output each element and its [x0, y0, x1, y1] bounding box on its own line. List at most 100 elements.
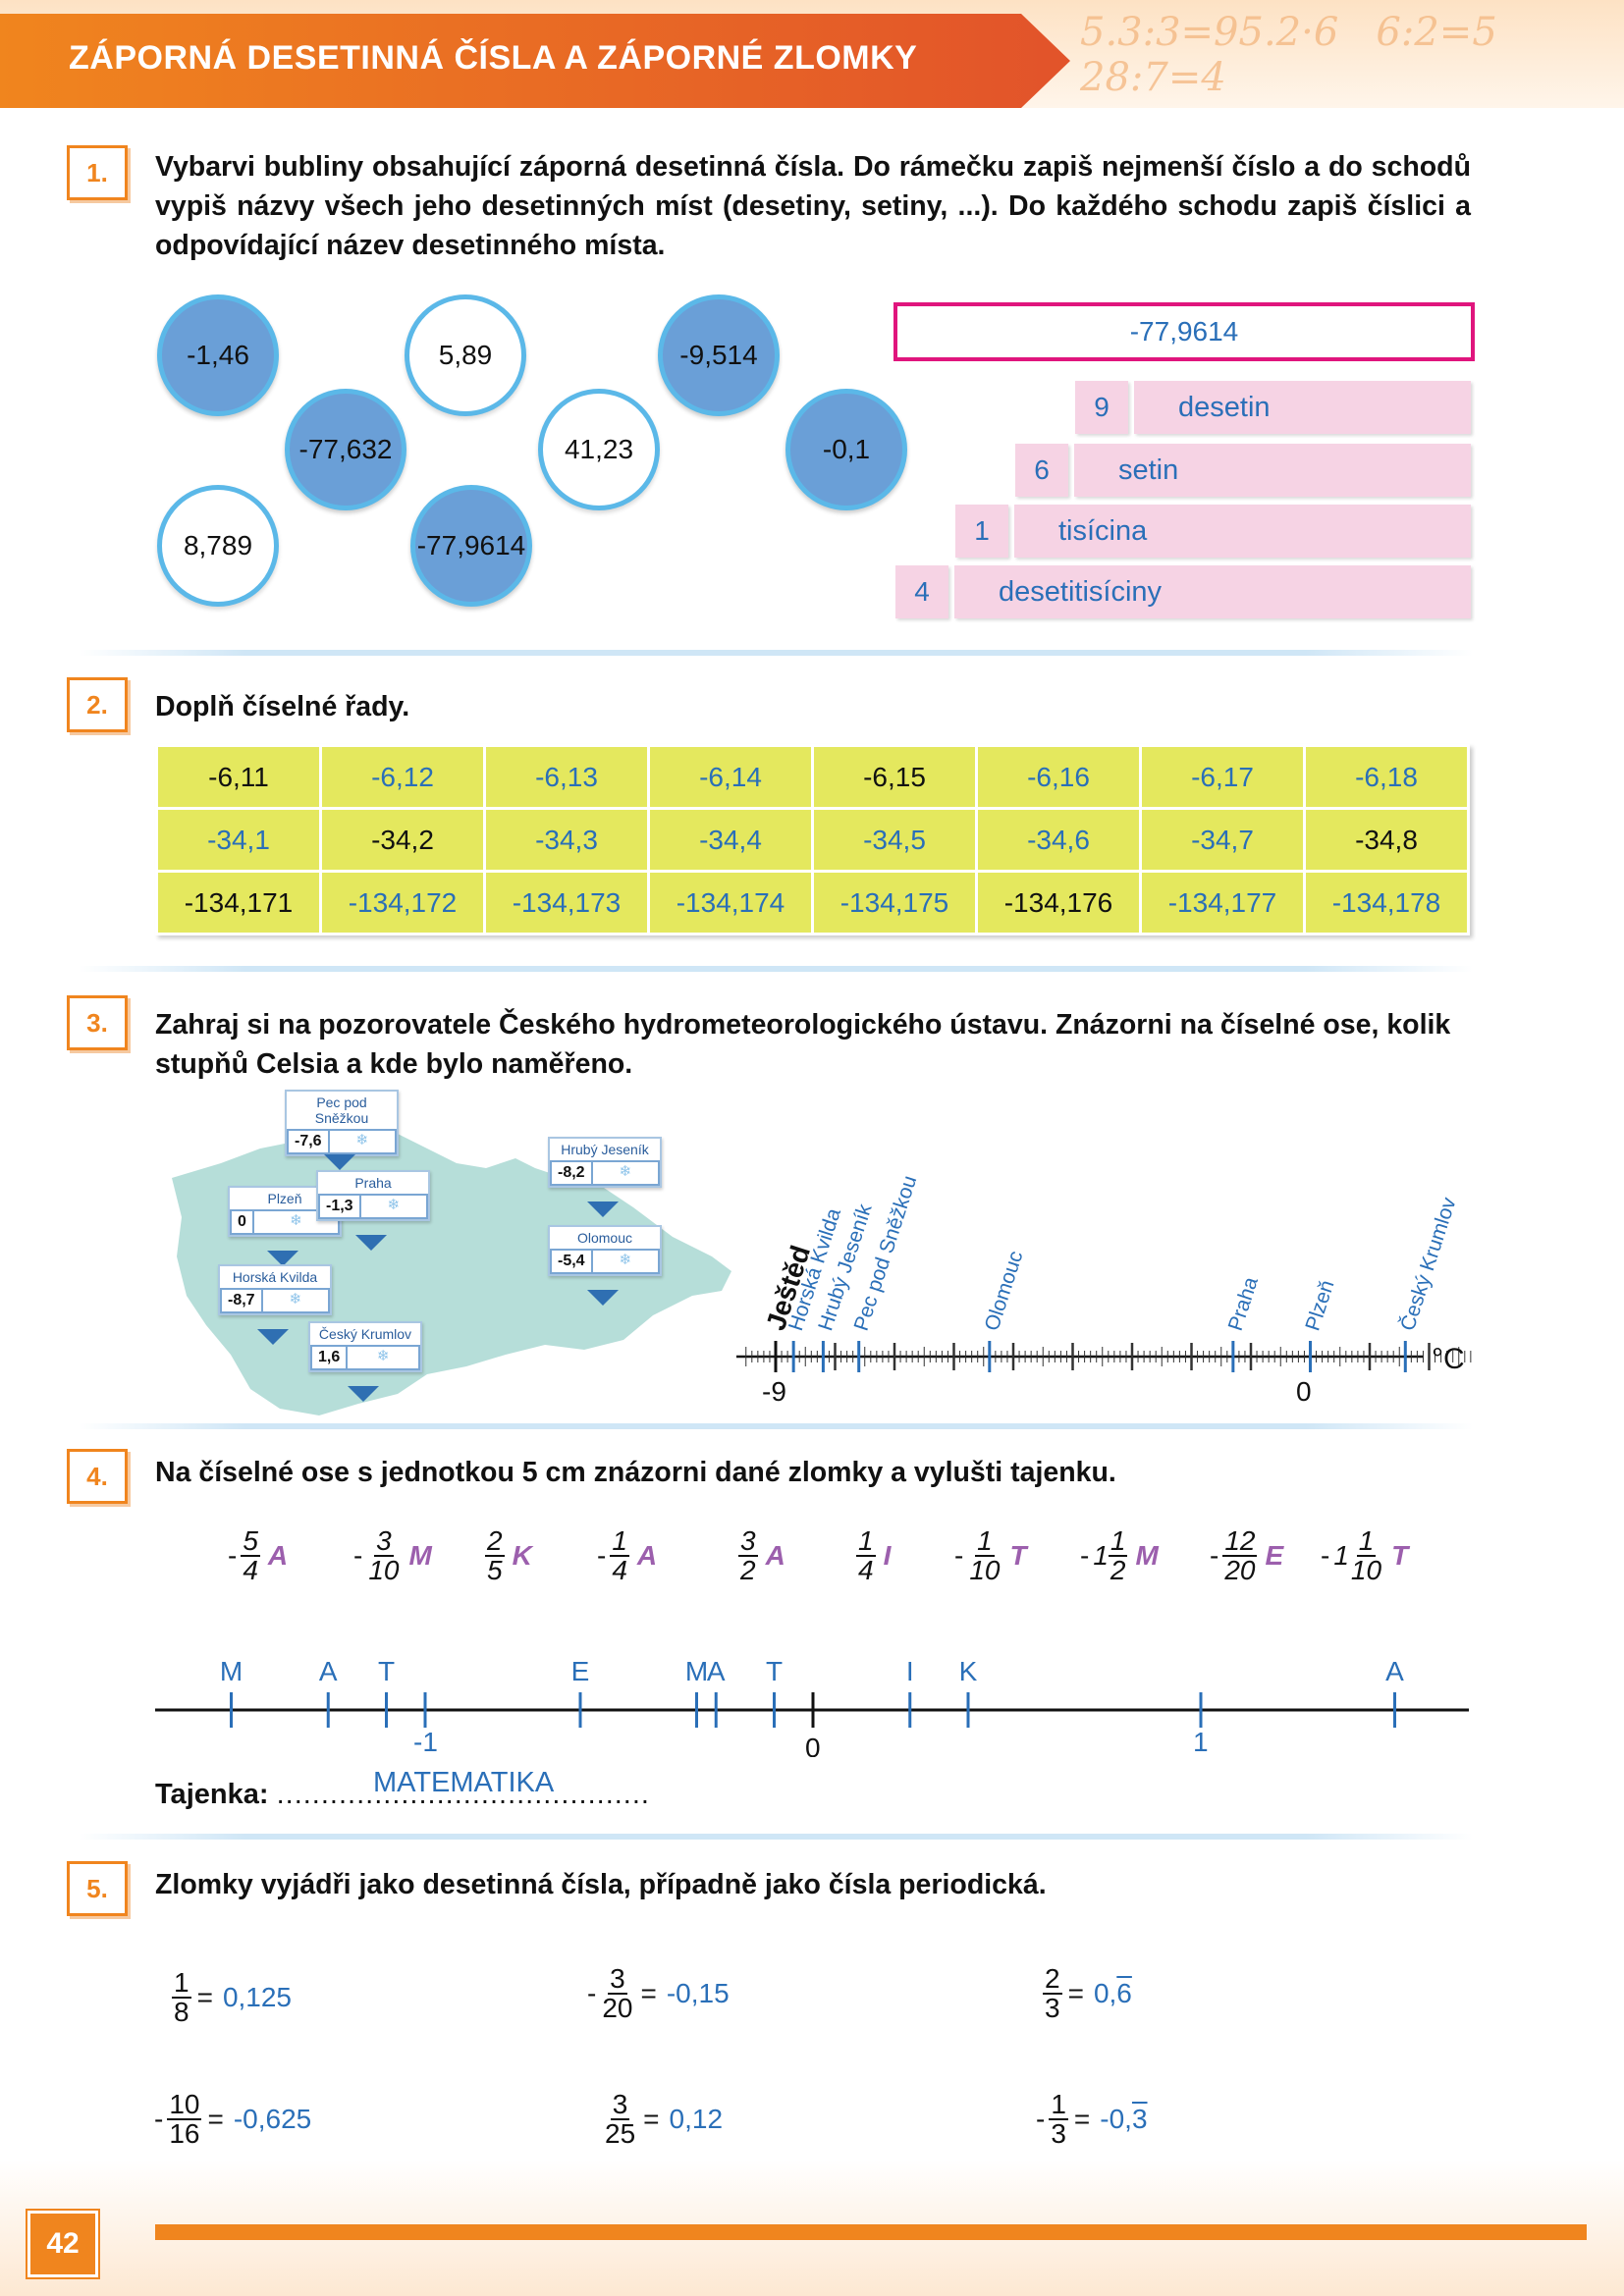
- snowflake-icon: ❄: [593, 1249, 660, 1274]
- table-cell: -34,5: [813, 809, 977, 872]
- fraction: 14: [610, 1527, 629, 1584]
- fraction: 110: [967, 1527, 1001, 1584]
- fraction-numerator: 1: [856, 1527, 876, 1557]
- axis-label-minus-nine: -9: [762, 1376, 786, 1408]
- pointer-arrow: [355, 1235, 387, 1251]
- fraction-item: 14I: [856, 1527, 891, 1584]
- temp-label: Praha: [1224, 1274, 1263, 1334]
- station-row: -8,7❄: [220, 1288, 330, 1313]
- fraction-numerator: 3: [738, 1527, 758, 1557]
- table-cell: -134,178: [1305, 872, 1469, 934]
- fraction-sign: -: [1210, 1540, 1218, 1572]
- fraction: 54: [241, 1527, 260, 1584]
- fraction-item: -54A: [228, 1527, 288, 1584]
- table-cell: -34,2: [321, 809, 485, 872]
- fraction-denominator: 4: [610, 1557, 629, 1584]
- fraction-denominator: 5: [485, 1557, 505, 1584]
- stair-name: tisícina: [1014, 505, 1471, 558]
- equation: 23 = 0,6: [1043, 1965, 1132, 2022]
- stair-name: setin: [1074, 444, 1471, 497]
- temp-label: Český Krumlov: [1396, 1195, 1461, 1334]
- fraction-denominator: 4: [856, 1557, 876, 1584]
- fraction-letter: M: [1135, 1540, 1158, 1572]
- station-name: Olomouc: [550, 1227, 660, 1249]
- equation: -320 = -0,15: [587, 1965, 730, 2022]
- task-instruction: Doplň číselné řady.: [155, 687, 409, 726]
- table-cell: -34,3: [485, 809, 649, 872]
- number-bubble: -0,1: [785, 389, 907, 510]
- fraction-denominator: 10: [1349, 1557, 1383, 1584]
- stair-digit: 6: [1015, 444, 1068, 497]
- station-card: Český Krumlov1,6❄: [308, 1321, 422, 1372]
- fraction-letter: E: [1265, 1540, 1283, 1572]
- table-cell: -134,172: [321, 872, 485, 934]
- fraction: 13: [1049, 2091, 1068, 2148]
- equation: 18 = 0,125: [172, 1969, 292, 2026]
- fraction-denominator: 20: [1222, 1557, 1257, 1584]
- fraction-numerator: 3: [611, 2091, 630, 2120]
- task-instruction: Zlomky vyjádři jako desetinná čísla, pří…: [155, 1865, 1047, 1904]
- fraction: 1220: [1222, 1527, 1257, 1584]
- station-temp: -8,2: [550, 1160, 593, 1186]
- fraction-sign: -: [154, 2104, 163, 2135]
- station-temp: -8,7: [220, 1288, 263, 1313]
- fraction: 325: [603, 2091, 637, 2148]
- station-name: Horská Kvilda: [220, 1266, 330, 1288]
- station-name: Český Krumlov: [310, 1323, 420, 1345]
- equation: -13 = -0,3: [1036, 2091, 1148, 2148]
- marker-letter: M: [220, 1656, 243, 1686]
- snowflake-icon: ❄: [593, 1160, 660, 1186]
- task-number: 1.: [67, 145, 128, 200]
- sequence-table: -6,11-6,12-6,13-6,14-6,15-6,16-6,17-6,18…: [155, 744, 1470, 935]
- station-card: Hrubý Jeseník-8,2❄: [548, 1137, 662, 1188]
- fraction-numerator: 5: [241, 1527, 260, 1557]
- period-digit: 6: [1116, 1978, 1132, 2009]
- fraction-sign: -: [587, 1978, 596, 2009]
- fraction-item: 25K: [485, 1527, 532, 1584]
- fraction-item: 32A: [738, 1527, 785, 1584]
- fraction-axis: -101MATEMATIKA: [147, 1649, 1483, 1757]
- fraction-numerator: 3: [374, 1527, 394, 1557]
- station-temp: 0: [230, 1209, 254, 1235]
- fraction-letter: A: [766, 1540, 785, 1572]
- marker-letter: A: [1385, 1656, 1404, 1686]
- fraction: 32: [738, 1527, 758, 1584]
- equals-sign: =: [207, 2104, 223, 2135]
- stair-digit: 4: [895, 565, 948, 618]
- number-bubble: -9,514: [658, 294, 780, 416]
- task-instruction: Zahraj si na pozorovatele Českého hydrom…: [155, 1005, 1471, 1084]
- fraction-numerator: 1: [1109, 1527, 1128, 1557]
- table-row: -134,171-134,172-134,173-134,174-134,175…: [157, 872, 1469, 934]
- section-divider: [79, 966, 1473, 972]
- stair-digit: 1: [955, 505, 1008, 558]
- fraction-sign: -: [954, 1540, 963, 1572]
- secret-answer: MATEMATIKA: [373, 1767, 554, 1799]
- station-row: -1,3❄: [318, 1194, 428, 1219]
- task-instruction: Vybarvi bubliny obsahující záporná deset…: [155, 147, 1471, 265]
- table-row: -6,11-6,12-6,13-6,14-6,15-6,16-6,17-6,18: [157, 746, 1469, 809]
- station-card: Pec pod Sněžkou-7,6❄: [285, 1090, 399, 1156]
- fraction: 310: [366, 1527, 401, 1584]
- task-number: 2.: [67, 677, 128, 732]
- decimal-answer: -0,15: [667, 1978, 730, 2009]
- fraction-item: -1220E: [1210, 1527, 1283, 1584]
- station-row: -8,2❄: [550, 1160, 660, 1186]
- pointer-arrow: [587, 1201, 619, 1217]
- number-bubble: -1,46: [157, 294, 279, 416]
- answer-value: -77,9614: [1130, 316, 1239, 347]
- fraction-letter: A: [268, 1540, 288, 1572]
- table-cell: -134,176: [977, 872, 1141, 934]
- fraction-numerator: 1: [172, 1969, 191, 1999]
- fraction-sign: -: [228, 1540, 237, 1572]
- table-cell: -34,7: [1141, 809, 1305, 872]
- station-row: 1,6❄: [310, 1345, 420, 1370]
- fraction: 12: [1109, 1527, 1128, 1584]
- decimal-answer: 0,12: [670, 2104, 724, 2135]
- number-bubble: 5,89: [405, 294, 526, 416]
- fraction: 1016: [167, 2091, 201, 2148]
- temp-label: Olomouc: [981, 1249, 1028, 1334]
- task-number: 4.: [67, 1449, 128, 1504]
- fraction-sign: -: [597, 1540, 606, 1572]
- fraction-sign: -: [1321, 1540, 1329, 1572]
- station-temp: 1,6: [310, 1345, 348, 1370]
